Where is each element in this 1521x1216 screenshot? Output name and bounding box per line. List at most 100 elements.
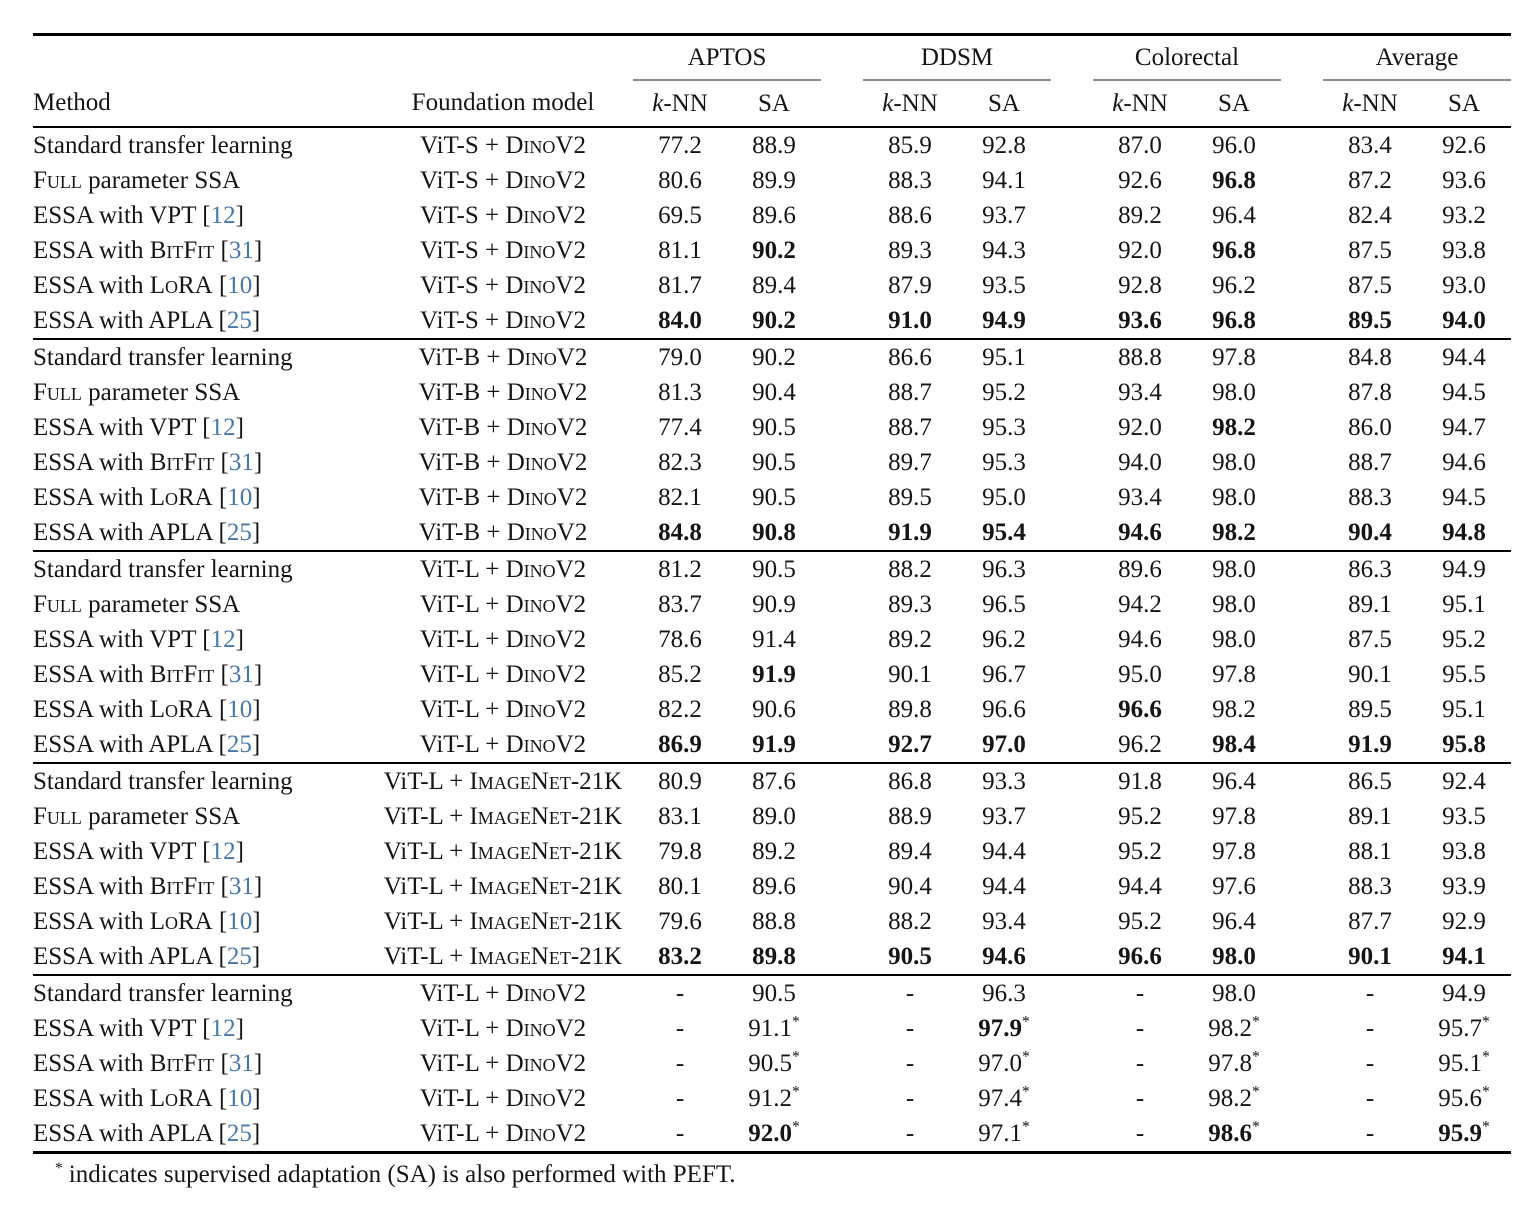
value-cell: 95.3 bbox=[982, 448, 1026, 476]
value-cell: 97.9* bbox=[978, 1013, 1030, 1042]
spacer bbox=[1281, 1046, 1323, 1081]
citation-link[interactable]: 31 bbox=[228, 660, 254, 688]
spacer bbox=[821, 799, 863, 834]
spacer bbox=[821, 1011, 863, 1046]
spacer bbox=[821, 233, 863, 268]
method-cell: ESSA with APLA [25] bbox=[33, 306, 261, 334]
citation-link[interactable]: 10 bbox=[227, 695, 253, 723]
value-cell: - bbox=[905, 1119, 915, 1147]
citation-link[interactable]: 10 bbox=[227, 483, 253, 511]
spacer bbox=[1281, 657, 1323, 692]
value-cell: 90.5 bbox=[752, 555, 796, 583]
value-cell: 93.4 bbox=[982, 907, 1026, 935]
value-cell: 88.7 bbox=[888, 413, 932, 441]
value-cell: 95.6* bbox=[1438, 1083, 1490, 1112]
value-cell: 87.5 bbox=[1348, 271, 1392, 299]
spacer bbox=[821, 763, 863, 799]
value-cell: - bbox=[675, 1014, 685, 1042]
citation-link[interactable]: 25 bbox=[226, 306, 252, 334]
value-cell: 89.4 bbox=[888, 837, 932, 865]
value-cell: 93.4 bbox=[1118, 378, 1162, 406]
citation-link[interactable]: 31 bbox=[228, 872, 254, 900]
value-cell: 86.0 bbox=[1348, 413, 1392, 441]
citation-link[interactable]: 12 bbox=[210, 625, 236, 653]
subheader-sa: SA bbox=[1218, 89, 1250, 117]
value-cell: 94.9 bbox=[1442, 979, 1486, 1007]
value-cell: 94.9 bbox=[982, 306, 1026, 334]
citation-link[interactable]: 12 bbox=[210, 837, 236, 865]
method-cell: Standard transfer learning bbox=[33, 979, 293, 1007]
spacer bbox=[1051, 480, 1093, 515]
spacer bbox=[821, 35, 863, 81]
value-cell: 82.4 bbox=[1348, 201, 1392, 229]
citation-link[interactable]: 10 bbox=[227, 271, 253, 299]
method-cell: ESSA with LoRA [10] bbox=[33, 483, 261, 511]
value-cell: 97.4* bbox=[978, 1083, 1030, 1112]
value-cell: 81.1 bbox=[658, 236, 702, 264]
value-cell: - bbox=[1135, 1119, 1145, 1147]
citation-link[interactable]: 12 bbox=[210, 413, 236, 441]
value-cell: - bbox=[1365, 1119, 1375, 1147]
citation-link[interactable]: 10 bbox=[227, 907, 253, 935]
value-cell: 87.7 bbox=[1348, 907, 1392, 935]
foundation-model-cell: ViT-S + DinoV2 bbox=[420, 166, 586, 194]
value-cell: 90.9 bbox=[752, 590, 796, 618]
spacer bbox=[821, 410, 863, 445]
star-superscript: * bbox=[1482, 1048, 1490, 1066]
value-cell: 95.7* bbox=[1438, 1013, 1490, 1042]
subheader-knn: k-NN bbox=[882, 89, 938, 117]
value-cell: 89.1 bbox=[1348, 590, 1392, 618]
foundation-model-cell: ViT-B + DinoV2 bbox=[418, 483, 588, 511]
spacer bbox=[821, 339, 863, 375]
smallcaps-text: DinoV2 bbox=[505, 730, 587, 758]
spacer bbox=[1281, 445, 1323, 480]
citation-link[interactable]: 25 bbox=[226, 730, 252, 758]
foundation-model-cell: ViT-B + DinoV2 bbox=[418, 518, 588, 546]
value-cell: 92.0 bbox=[1118, 413, 1162, 441]
table-row: Standard transfer learning ViT-L + DinoV2… bbox=[33, 551, 1511, 587]
citation-link[interactable]: 12 bbox=[210, 1014, 236, 1042]
spacer bbox=[821, 445, 863, 480]
spacer bbox=[821, 198, 863, 233]
table-row: Standard transfer learning ViT-S + DinoV2… bbox=[33, 127, 1511, 163]
smallcaps-text: LoRA bbox=[149, 907, 213, 935]
spacer bbox=[1281, 127, 1323, 163]
smallcaps-text: DinoV2 bbox=[506, 343, 588, 371]
spacer bbox=[821, 268, 863, 303]
citation-link[interactable]: 10 bbox=[227, 1084, 253, 1112]
citation-link[interactable]: 25 bbox=[226, 1119, 252, 1147]
value-cell: 95.1 bbox=[1442, 695, 1486, 723]
value-cell: 90.5 bbox=[752, 483, 796, 511]
subheader-sa: SA bbox=[758, 89, 790, 117]
italic-variable: k bbox=[1342, 89, 1354, 117]
value-cell: 96.3 bbox=[982, 979, 1026, 1007]
value-cell: 96.8 bbox=[1212, 166, 1256, 194]
method-cell: ESSA with APLA [25] bbox=[33, 730, 261, 758]
citation-link[interactable]: 31 bbox=[228, 1049, 254, 1077]
value-cell: 96.6 bbox=[1118, 942, 1162, 970]
spacer bbox=[1281, 268, 1323, 303]
spacer bbox=[1281, 198, 1323, 233]
value-cell: 92.9 bbox=[1442, 907, 1486, 935]
method-cell: ESSA with LoRA [10] bbox=[33, 695, 261, 723]
citation-link[interactable]: 31 bbox=[228, 448, 254, 476]
citation-link[interactable]: 25 bbox=[226, 518, 252, 546]
spacer bbox=[821, 939, 863, 975]
value-cell: 97.8* bbox=[1208, 1048, 1260, 1077]
foundation-model-cell: ViT-L + ImageNet-21K bbox=[383, 767, 623, 795]
empty-method-header bbox=[33, 35, 373, 81]
citation-link[interactable]: 25 bbox=[226, 942, 252, 970]
star-superscript: * bbox=[1482, 1013, 1490, 1031]
value-cell: 97.0* bbox=[978, 1048, 1030, 1077]
value-cell: 95.2 bbox=[1118, 907, 1162, 935]
citation-link[interactable]: 31 bbox=[228, 236, 254, 264]
value-cell: 97.8 bbox=[1212, 343, 1256, 371]
value-cell: 88.9 bbox=[752, 131, 796, 159]
value-cell: 92.0* bbox=[748, 1118, 800, 1147]
smallcaps-text: DinoV2 bbox=[505, 306, 586, 334]
value-cell: 91.9 bbox=[1348, 730, 1392, 758]
value-cell: 79.6 bbox=[658, 907, 702, 935]
foundation-model-cell: ViT-B + DinoV2 bbox=[418, 378, 588, 406]
star-superscript: * bbox=[1022, 1083, 1030, 1101]
citation-link[interactable]: 12 bbox=[210, 201, 236, 229]
